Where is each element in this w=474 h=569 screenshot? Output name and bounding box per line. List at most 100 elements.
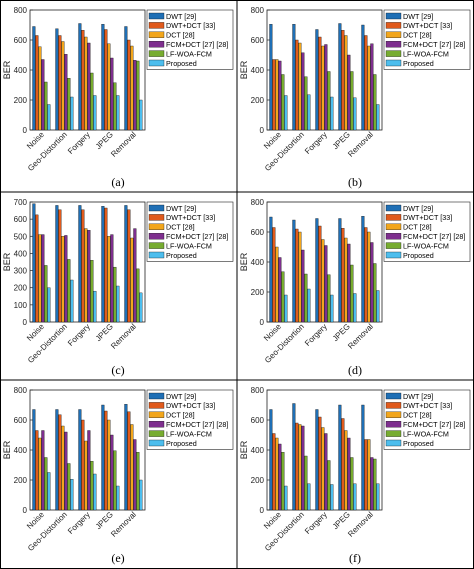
bar xyxy=(90,461,94,511)
bar xyxy=(32,409,36,511)
bar xyxy=(298,42,302,131)
x-tick-label: Forgery xyxy=(66,130,92,156)
bar xyxy=(101,24,105,131)
legend-label: LF-WOA-FCM xyxy=(403,241,449,250)
bar xyxy=(113,82,117,131)
bar xyxy=(127,411,131,511)
legend-swatch xyxy=(148,233,165,240)
bar xyxy=(269,24,273,131)
x-tick-label: Forgery xyxy=(303,130,329,156)
legend-label: Proposed xyxy=(166,251,197,260)
bar xyxy=(84,228,88,323)
y-tick-label: 600 xyxy=(14,36,28,45)
bar xyxy=(67,463,71,511)
legend-swatch xyxy=(148,214,165,221)
bar xyxy=(47,472,51,511)
bar xyxy=(373,74,377,131)
y-tick-label: 200 xyxy=(251,476,265,485)
y-tick-label: 600 xyxy=(14,215,28,224)
bar xyxy=(321,45,325,131)
bar xyxy=(35,430,39,511)
bar xyxy=(61,425,65,511)
legend-swatch xyxy=(385,392,402,400)
bar xyxy=(107,236,111,323)
bar xyxy=(284,485,288,511)
y-tick-label: 800 xyxy=(14,6,28,15)
bar xyxy=(78,409,82,511)
legend-label: DWT [29] xyxy=(166,12,196,21)
bar xyxy=(376,483,380,511)
bar xyxy=(275,437,279,511)
caption-a: (a) xyxy=(111,175,124,189)
bar xyxy=(136,268,140,323)
legend-label: Proposed xyxy=(166,59,197,68)
bar xyxy=(344,430,348,511)
legend-box xyxy=(383,201,471,262)
bar xyxy=(298,231,302,323)
legend-label: DCT [28] xyxy=(403,411,432,420)
x-tick-label: Noise xyxy=(25,510,46,531)
y-tick-label: 200 xyxy=(14,96,28,105)
y-tick-label: 200 xyxy=(14,284,28,293)
bar xyxy=(104,410,108,511)
bar xyxy=(361,24,365,131)
caption-d: (d) xyxy=(348,363,362,377)
bar xyxy=(124,26,128,131)
legend-box xyxy=(146,9,234,70)
bar xyxy=(341,418,345,511)
bar xyxy=(107,419,111,511)
x-tick-label: JPEG xyxy=(94,322,115,343)
legend: DWT [29]DWT+DCT [33]DCT [28]FCM+DCT [27]… xyxy=(146,201,234,262)
bar xyxy=(64,54,68,131)
y-axis-label: BER xyxy=(2,60,12,79)
bar xyxy=(281,452,285,511)
bar xyxy=(275,59,279,131)
legend: DWT [29]DWT+DCT [33]DCT [28]FCM+DCT [27]… xyxy=(383,389,471,450)
bar xyxy=(35,214,39,323)
legend-label: Proposed xyxy=(403,439,434,448)
bar xyxy=(315,29,319,131)
chart-panel-4: 0200400600800BERNoiseGeo-DistortionForge… xyxy=(239,198,471,365)
y-tick-label: 0 xyxy=(260,318,265,327)
x-tick-label: Noise xyxy=(262,322,283,343)
bar xyxy=(370,43,374,131)
bar xyxy=(58,209,62,323)
legend-label: DWT+DCT [33] xyxy=(166,401,215,410)
bar xyxy=(93,473,97,511)
bar xyxy=(87,230,91,323)
y-tick-label: 0 xyxy=(260,126,265,135)
x-tick-label: Forgery xyxy=(66,510,92,536)
legend-swatch xyxy=(385,22,402,29)
bar xyxy=(61,41,65,131)
legend-label: LF-WOA-FCM xyxy=(166,49,212,58)
bar xyxy=(347,54,351,131)
legend-swatch xyxy=(148,12,165,20)
caption-e: (e) xyxy=(111,551,124,565)
bar xyxy=(93,95,97,131)
bar xyxy=(370,457,374,511)
legend-label: DCT [28] xyxy=(403,223,432,232)
legend: DWT [29]DWT+DCT [33]DCT [28]FCM+DCT [27]… xyxy=(383,9,471,70)
bar xyxy=(370,242,374,323)
bar xyxy=(361,216,365,323)
bar xyxy=(67,78,71,131)
y-tick-label: 200 xyxy=(14,476,28,485)
y-tick-label: 800 xyxy=(251,6,265,15)
legend-label: FCM+DCT [27] [28] xyxy=(166,232,228,241)
bar xyxy=(307,483,311,511)
bar xyxy=(307,288,311,323)
bar xyxy=(113,266,117,323)
bar xyxy=(292,219,296,323)
bar xyxy=(133,228,137,323)
chart-panel-2: 0200400600800BERNoiseGeo-DistortionForge… xyxy=(239,6,471,173)
x-tick-label: Removal xyxy=(109,322,138,351)
legend-swatch xyxy=(148,223,165,230)
legend-label: DCT [28] xyxy=(403,31,432,40)
bar xyxy=(364,439,368,511)
legend-label: DWT+DCT [33] xyxy=(403,21,452,30)
y-tick-label: 0 xyxy=(23,126,28,135)
bar xyxy=(284,294,288,323)
bar xyxy=(295,39,299,131)
x-tick-label: Removal xyxy=(346,130,375,159)
bar xyxy=(315,218,319,323)
